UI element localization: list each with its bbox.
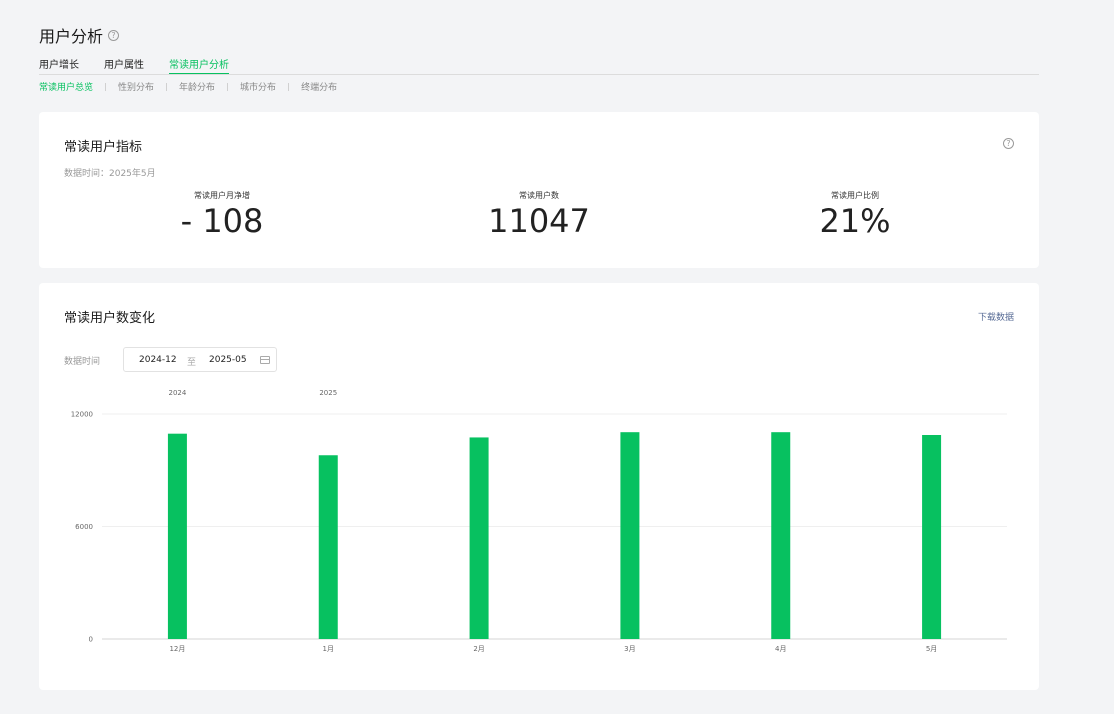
metric-label: 常读用户比例 — [831, 191, 879, 200]
tab-user-attributes[interactable]: 用户属性 — [104, 60, 144, 71]
year-label: 2025 — [319, 389, 337, 397]
bar — [922, 435, 942, 639]
download-data-link[interactable]: 下载数据 — [977, 313, 1014, 323]
x-tick-label: 5月 — [926, 645, 937, 653]
page-title: 用户分析 ? — [39, 23, 120, 47]
metrics-card: 常读用户指标 ? 数据时间：2025年5月 常读用户月净增 - 108 常读用户… — [39, 112, 1039, 268]
trend-card-title: 常读用户数变化 — [64, 311, 156, 326]
metric-net-growth: 常读用户月净增 - 108 — [112, 190, 332, 239]
trend-card: 常读用户数变化 下载数据 数据时间 2024-12 至 2025-05 0 600… — [39, 283, 1039, 690]
metric-value: 21% — [819, 202, 891, 240]
divider — [105, 82, 107, 91]
subtab-overview[interactable]: 常读用户总览 — [39, 83, 94, 93]
x-tick-label: 2月 — [473, 645, 484, 653]
bar — [620, 432, 640, 639]
help-icon[interactable]: ? — [1003, 138, 1014, 149]
x-tick-label: 4月 — [775, 645, 786, 653]
bar — [771, 432, 791, 639]
date-end: 2025-05 — [209, 355, 247, 365]
help-icon[interactable]: ? — [108, 29, 120, 41]
x-tick-label: 12月 — [169, 645, 185, 653]
tab-user-growth[interactable]: 用户增长 — [39, 60, 79, 71]
y-tick-label: 12000 — [71, 411, 93, 419]
y-tick-label: 6000 — [75, 523, 93, 531]
x-tick-label: 3月 — [624, 645, 635, 653]
divider — [288, 82, 290, 91]
metric-label: 常读用户月净增 — [194, 191, 250, 200]
y-tick-label: 0 — [89, 636, 93, 644]
bar — [318, 455, 338, 639]
date-range-picker[interactable]: 2024-12 至 2025-05 — [123, 347, 277, 372]
divider — [227, 82, 229, 91]
bar — [167, 433, 187, 639]
data-time: 数据时间：2025年5月 — [64, 169, 156, 179]
bar — [469, 437, 489, 639]
metric-reader-count: 常读用户数 11047 — [429, 190, 649, 239]
x-tick-label: 1月 — [323, 645, 334, 653]
metric-value: 11047 — [488, 202, 590, 240]
main-tabs: 用户增长 用户属性 常读用户分析 — [39, 56, 1039, 75]
metrics-card-title: 常读用户指标 — [64, 140, 143, 155]
date-to: 至 — [187, 358, 197, 368]
subtab-device[interactable]: 终端分布 — [301, 83, 338, 93]
subtab-city[interactable]: 城市分布 — [240, 83, 277, 93]
tab-frequent-readers[interactable]: 常读用户分析 — [169, 56, 229, 74]
page-title-text: 用户分析 — [39, 27, 104, 46]
calendar-icon — [260, 356, 270, 364]
subtab-gender[interactable]: 性别分布 — [118, 83, 155, 93]
divider — [166, 82, 168, 91]
metric-value: - 108 — [180, 202, 264, 240]
year-label: 2024 — [169, 389, 187, 397]
filter-label: 数据时间 — [64, 357, 101, 367]
metric-reader-ratio: 常读用户比例 21% — [745, 190, 965, 239]
subtab-age[interactable]: 年龄分布 — [179, 83, 216, 93]
date-start: 2024-12 — [139, 355, 177, 365]
metric-label: 常读用户数 — [519, 191, 559, 200]
sub-tabs: 常读用户总览 性别分布 年龄分布 城市分布 终端分布 — [39, 80, 337, 93]
bar-chart: 0 6000 12000 12月 1月 2月 3月 4月 5月 2024 2025 — [71, 389, 1007, 653]
